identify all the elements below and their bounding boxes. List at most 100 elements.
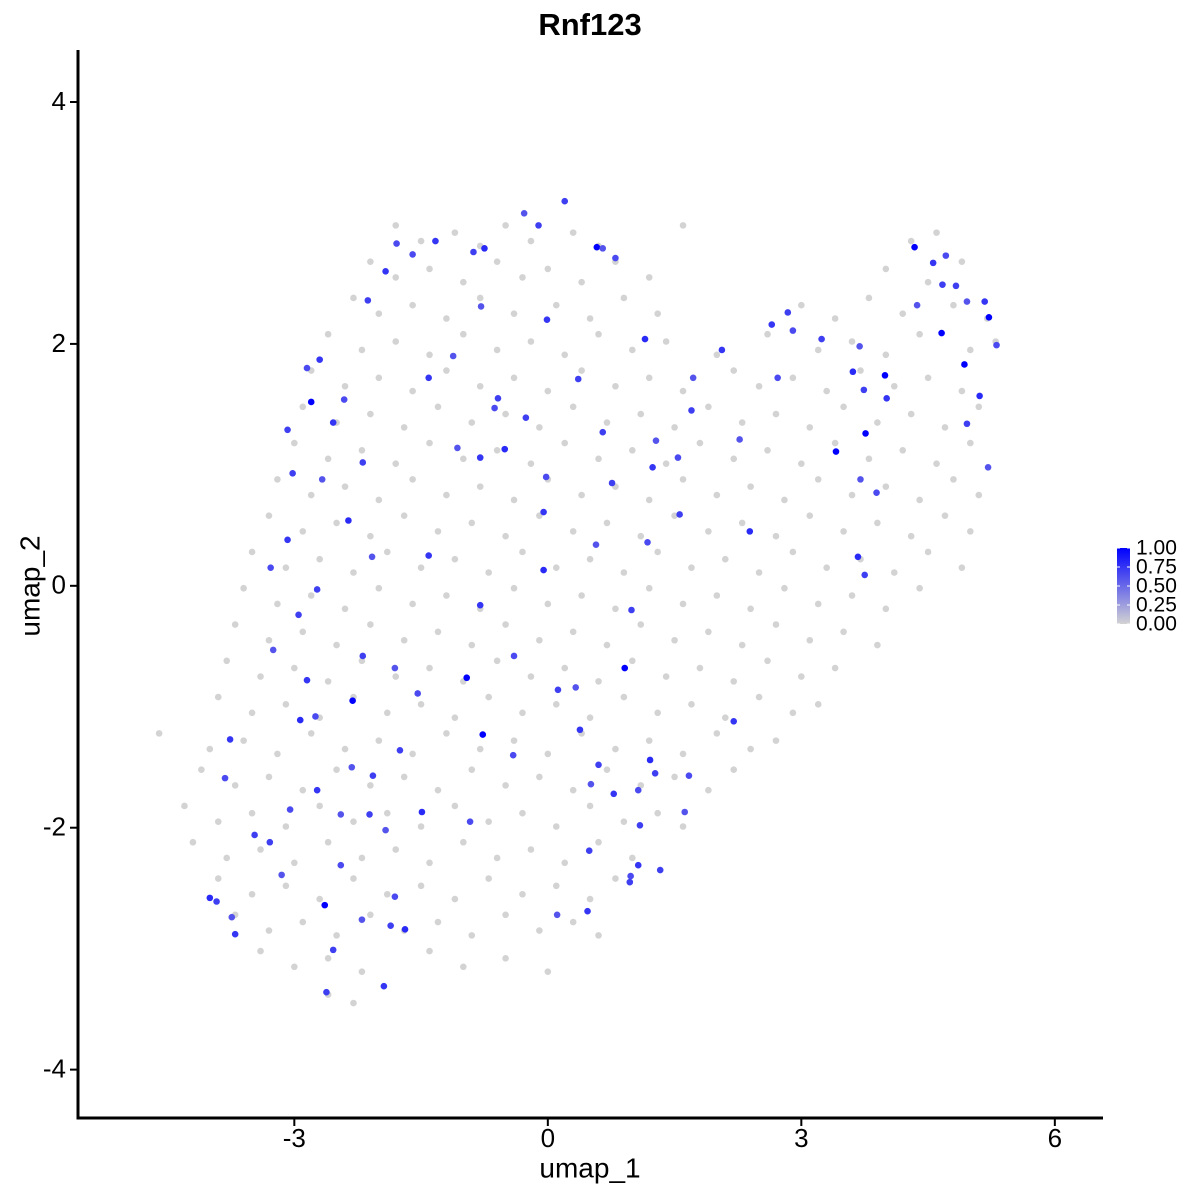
- cell-point: [696, 664, 704, 672]
- cell-point: [612, 605, 619, 613]
- cell-point: [451, 555, 459, 563]
- cell-point: [214, 818, 222, 825]
- cell-point: [713, 351, 721, 359]
- cell-point: [874, 641, 881, 649]
- y-tick-label: 4: [52, 86, 66, 116]
- cell-point: [527, 460, 535, 467]
- cell-point: [603, 419, 611, 426]
- cell-point: [738, 419, 746, 426]
- cell-point: [586, 555, 594, 563]
- colorbar-tick-label: 0.25: [1136, 594, 1177, 617]
- cell-point: [400, 424, 408, 431]
- cell-point: [321, 901, 329, 909]
- cell-point: [291, 963, 298, 971]
- cell-point: [595, 838, 602, 846]
- cell-point: [578, 592, 585, 599]
- cell-point: [181, 802, 188, 810]
- cell-point: [451, 895, 459, 903]
- x-axis-title: umap_1: [539, 1152, 640, 1183]
- cell-point: [967, 439, 974, 447]
- cell-point: [426, 859, 433, 867]
- cell-point: [747, 745, 754, 753]
- cell-point: [637, 621, 645, 628]
- cell-point: [645, 374, 653, 382]
- cell-point: [189, 838, 197, 846]
- cell-point: [417, 564, 425, 571]
- cell-point: [933, 460, 940, 467]
- cell-point: [882, 351, 890, 359]
- cell-point: [939, 281, 946, 288]
- cell-point: [654, 809, 661, 817]
- cell-point: [798, 673, 805, 680]
- cell-point: [629, 854, 636, 862]
- cell-point: [502, 911, 509, 919]
- cell-point: [620, 294, 628, 302]
- cell-point: [313, 786, 321, 794]
- cell-point: [316, 895, 323, 903]
- cell-point: [265, 927, 273, 934]
- cell-point: [387, 922, 394, 929]
- cell-point: [375, 310, 383, 317]
- cell-point: [924, 278, 932, 286]
- x-tick-label: -3: [283, 1123, 306, 1153]
- cell-point: [645, 274, 653, 281]
- cell-point: [369, 772, 377, 780]
- colorbar-legend: 0.000.250.500.751.00: [1117, 537, 1177, 636]
- cell-point: [348, 763, 356, 771]
- cell-point: [612, 745, 619, 753]
- cell-point: [295, 611, 302, 619]
- cell-point: [645, 496, 653, 504]
- cell-point: [679, 387, 687, 395]
- cell-point: [553, 911, 561, 919]
- x-tick-label: 0: [541, 1123, 555, 1153]
- points-layer: [155, 197, 1000, 1007]
- cell-point: [654, 548, 661, 556]
- cell-point: [738, 519, 746, 527]
- cell-point: [984, 463, 992, 471]
- cell-point: [443, 592, 450, 599]
- cell-point: [746, 528, 754, 535]
- cell-point: [634, 786, 642, 794]
- cell-point: [519, 709, 526, 717]
- cell-point: [627, 872, 634, 880]
- cell-point: [840, 528, 847, 535]
- cell-point: [278, 871, 285, 879]
- cell-point: [476, 294, 484, 302]
- cell-point: [470, 248, 477, 256]
- cell-point: [282, 564, 290, 571]
- cell-point: [890, 569, 898, 576]
- cell-point: [502, 532, 509, 540]
- cell-point: [248, 890, 256, 898]
- cell-point: [383, 709, 391, 717]
- cell-point: [862, 430, 869, 437]
- cell-point: [443, 491, 450, 499]
- cell-point: [269, 646, 277, 654]
- cell-point: [213, 898, 220, 905]
- cell-point: [578, 278, 585, 286]
- cell-point: [688, 564, 695, 571]
- cell-point: [595, 932, 602, 939]
- cell-point: [324, 330, 332, 338]
- cell-point: [764, 330, 771, 338]
- cell-point: [569, 403, 577, 411]
- cell-point: [248, 709, 256, 717]
- cell-point: [857, 367, 864, 374]
- cell-point: [540, 566, 547, 574]
- cell-point: [274, 750, 281, 758]
- cell-point: [231, 930, 239, 938]
- cell-point: [375, 496, 383, 504]
- cell-point: [519, 274, 526, 281]
- cell-point: [289, 470, 296, 477]
- cell-point: [552, 564, 560, 571]
- cell-point: [380, 982, 388, 990]
- cell-point: [468, 932, 476, 939]
- cell-point: [662, 460, 670, 467]
- cell-point: [676, 511, 683, 518]
- cell-point: [814, 346, 822, 354]
- cell-point: [941, 424, 949, 431]
- cell-point: [626, 878, 634, 886]
- cell-point: [814, 476, 822, 483]
- cell-point: [679, 222, 687, 229]
- cell-point: [477, 303, 485, 310]
